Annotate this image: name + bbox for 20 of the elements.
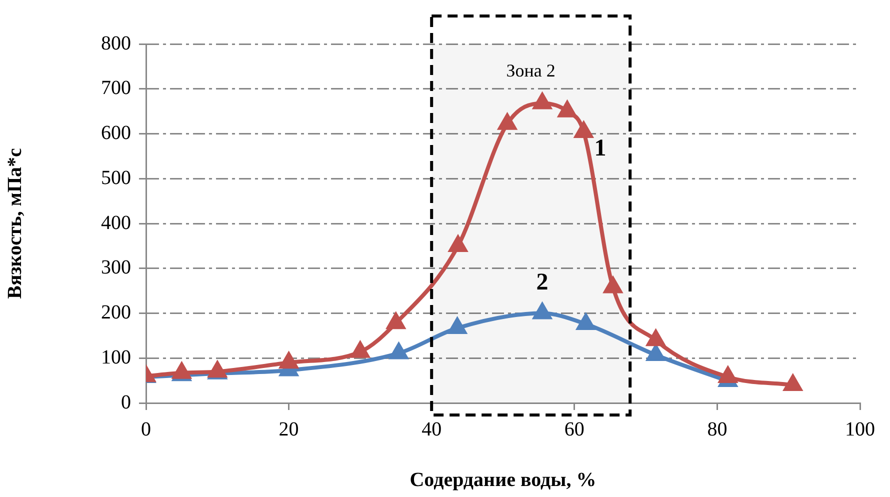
y-tick-label: 700 xyxy=(101,77,131,100)
x-tick-label: 20 xyxy=(278,418,299,440)
series-label: 1 xyxy=(594,135,606,162)
band-label: Зона 2 xyxy=(506,60,556,81)
x-tick-label: 60 xyxy=(564,418,584,440)
y-tick-label: 600 xyxy=(101,122,131,144)
x-tick-label: 0 xyxy=(141,418,151,440)
y-tick-label: 300 xyxy=(101,256,131,279)
x-axis-title: Содердание воды, % xyxy=(410,469,596,492)
x-tick-label: 80 xyxy=(707,418,728,440)
y-tick-label: 100 xyxy=(101,346,131,368)
y-tick-label: 400 xyxy=(101,212,131,234)
series-label: 2 xyxy=(536,269,548,296)
y-tick-label: 500 xyxy=(101,166,131,189)
x-tick-label: 100 xyxy=(845,418,875,440)
y-tick-label: 0 xyxy=(121,391,131,414)
y-axis-title: Вязкость, мПа*с xyxy=(4,148,26,299)
y-tick-label: 800 xyxy=(101,32,131,54)
x-tick-label: 40 xyxy=(422,418,442,440)
y-tick-label: 200 xyxy=(101,302,131,324)
